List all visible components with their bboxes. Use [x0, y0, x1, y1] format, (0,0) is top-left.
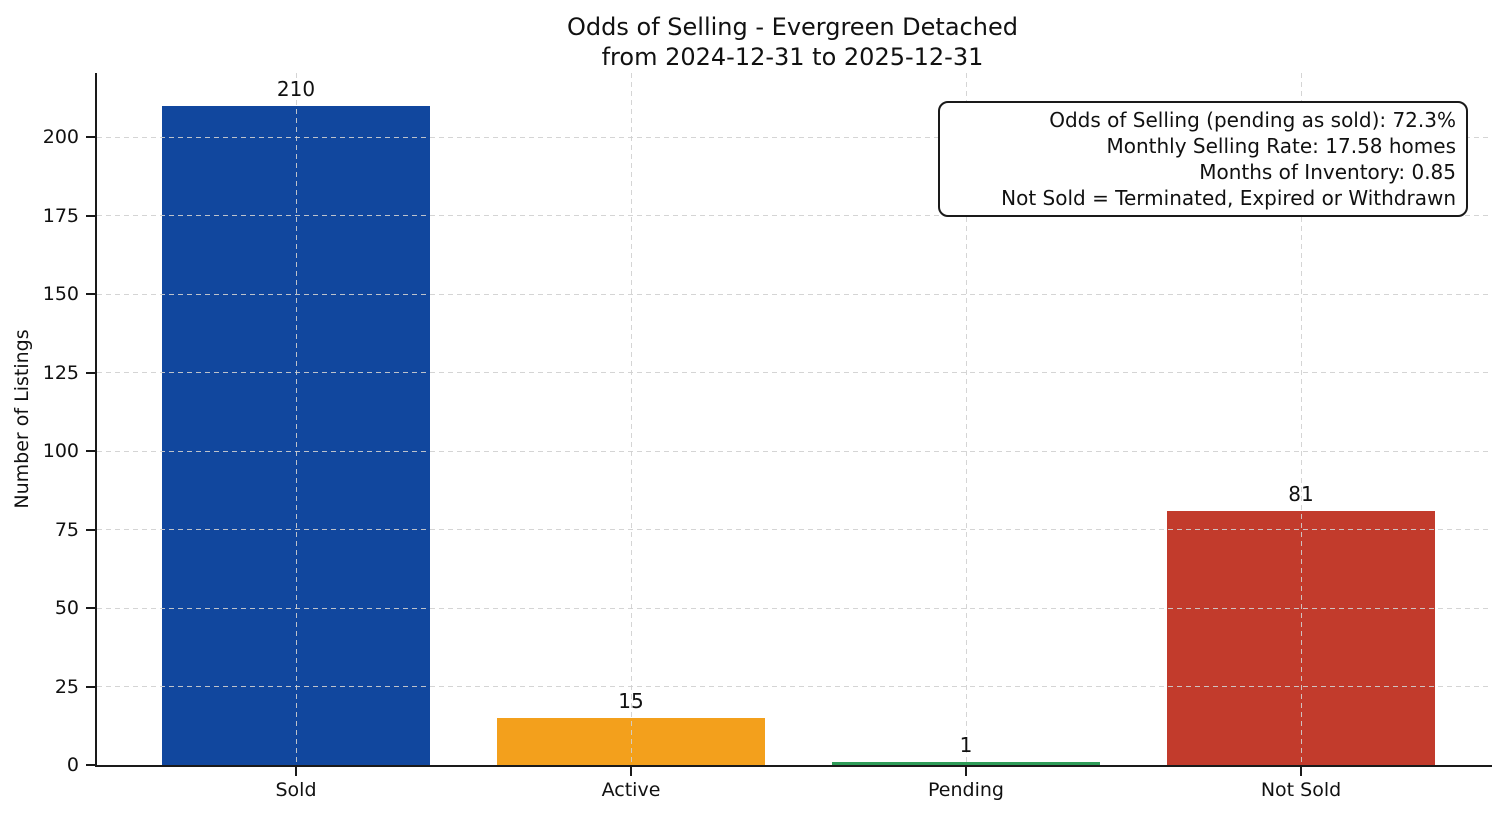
y-tick-label: 50 [54, 597, 79, 620]
h-gridline-50 [97, 607, 1492, 609]
h-gridline-125 [97, 372, 1492, 374]
plot-area: 0 25 50 75 100 125 150 175 200 210 Sold 15 Active 1 Pe… [43, 73, 1492, 801]
annotation-line-odds: Odds of Selling (pending as sold): 72.3% [1049, 108, 1456, 132]
v-gridline-pending [965, 73, 967, 765]
x-tick-mark-active [630, 767, 632, 776]
v-gridline-active [630, 73, 632, 765]
x-tick-label-active: Active [601, 779, 661, 801]
v-gridline-sold [295, 73, 297, 765]
y-tick-label: 150 [42, 283, 79, 306]
annotation-line-rate: Monthly Selling Rate: 17.58 homes [1106, 134, 1456, 158]
y-tick-label: 100 [42, 440, 79, 463]
h-gridline-175 [97, 215, 1492, 217]
x-tick-label-sold: Sold [275, 779, 317, 801]
y-tick-label: 75 [54, 518, 79, 541]
x-tick-mark-not-sold [1300, 767, 1302, 776]
bar-value-label-sold: 210 [276, 77, 316, 101]
y-tick-mark-25 [86, 685, 95, 688]
v-gridline-not-sold [1300, 73, 1302, 765]
x-tick-mark-pending [965, 767, 967, 776]
bar-value-label-active: 15 [618, 689, 644, 713]
chart-subtitle: from 2024-12-31 to 2025-12-31 [601, 43, 984, 71]
chart-title: Odds of Selling - Evergreen Detached [567, 13, 1018, 41]
y-tick-mark-75 [86, 528, 95, 531]
x-tick-label-not-sold: Not Sold [1260, 779, 1342, 801]
y-tick-mark-0 [86, 764, 95, 766]
y-tick-label: 125 [42, 361, 79, 384]
annotation-box: Odds of Selling (pending as sold): 72.3%… [938, 101, 1468, 217]
bar-value-label-pending: 1 [959, 733, 973, 757]
y-tick-label: 25 [54, 675, 79, 698]
h-gridline-100 [97, 450, 1492, 452]
y-tick-mark-50 [86, 607, 95, 610]
h-gridline-200 [97, 136, 1492, 138]
y-axis-label: Number of Listings [11, 329, 33, 509]
annotation-line-inventory: Months of Inventory: 0.85 [1199, 160, 1456, 184]
x-tick-mark-sold [295, 767, 297, 776]
y-tick-label: 175 [42, 204, 79, 227]
x-tick-label-pending: Pending [928, 779, 1004, 801]
h-gridline-25 [97, 686, 1492, 688]
bar-value-label-not-sold: 81 [1288, 482, 1314, 506]
y-tick-mark-150 [86, 293, 95, 296]
y-tick-label: 200 [42, 126, 79, 149]
y-tick-mark-125 [86, 371, 95, 374]
y-tick-label: 0 [66, 754, 79, 776]
annotation-line-notsold-def: Not Sold = Terminated, Expired or Withdr… [1001, 186, 1456, 210]
y-tick-mark-200 [86, 136, 95, 139]
h-gridline-75 [97, 529, 1492, 531]
h-gridline-150 [97, 293, 1492, 295]
chart-title-block: Odds of Selling - Evergreen Detached fro… [95, 12, 1490, 72]
y-tick-mark-100 [86, 450, 95, 453]
y-tick-mark-175 [86, 214, 95, 217]
